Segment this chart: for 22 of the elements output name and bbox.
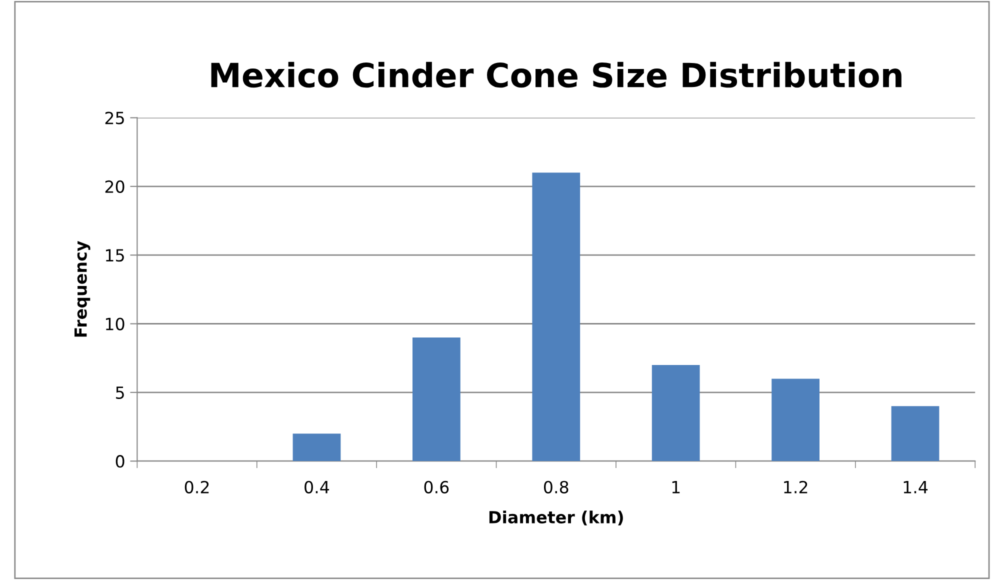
x-tick-label: 0.2 <box>184 480 209 494</box>
x-tick-label: 0.6 <box>424 480 449 494</box>
x-tick-label: 1.2 <box>784 480 808 494</box>
bar <box>532 172 580 462</box>
y-tick-label: 0 <box>116 455 124 468</box>
y-axis-title: Frequency <box>74 240 90 337</box>
bar <box>292 434 341 462</box>
bar <box>652 364 700 462</box>
x-tick-label: 0.8 <box>544 480 568 494</box>
x-tick-label: 1.4 <box>904 481 928 494</box>
x-axis-title: Diameter (km) <box>489 510 623 526</box>
y-tick-label: 25 <box>105 112 124 124</box>
y-tick-label: 15 <box>106 249 124 262</box>
x-tick-label: 0.4 <box>304 480 330 494</box>
y-tick-label: 10 <box>106 318 124 330</box>
bar <box>772 378 820 462</box>
y-tick-label: 5 <box>116 386 124 399</box>
bar <box>891 406 940 462</box>
x-tick-label: 1 <box>672 481 680 494</box>
bar <box>412 337 460 462</box>
y-tick-label: 20 <box>105 180 124 193</box>
chart-title: Mexico Cinder Cone Size Distribution <box>211 62 902 88</box>
